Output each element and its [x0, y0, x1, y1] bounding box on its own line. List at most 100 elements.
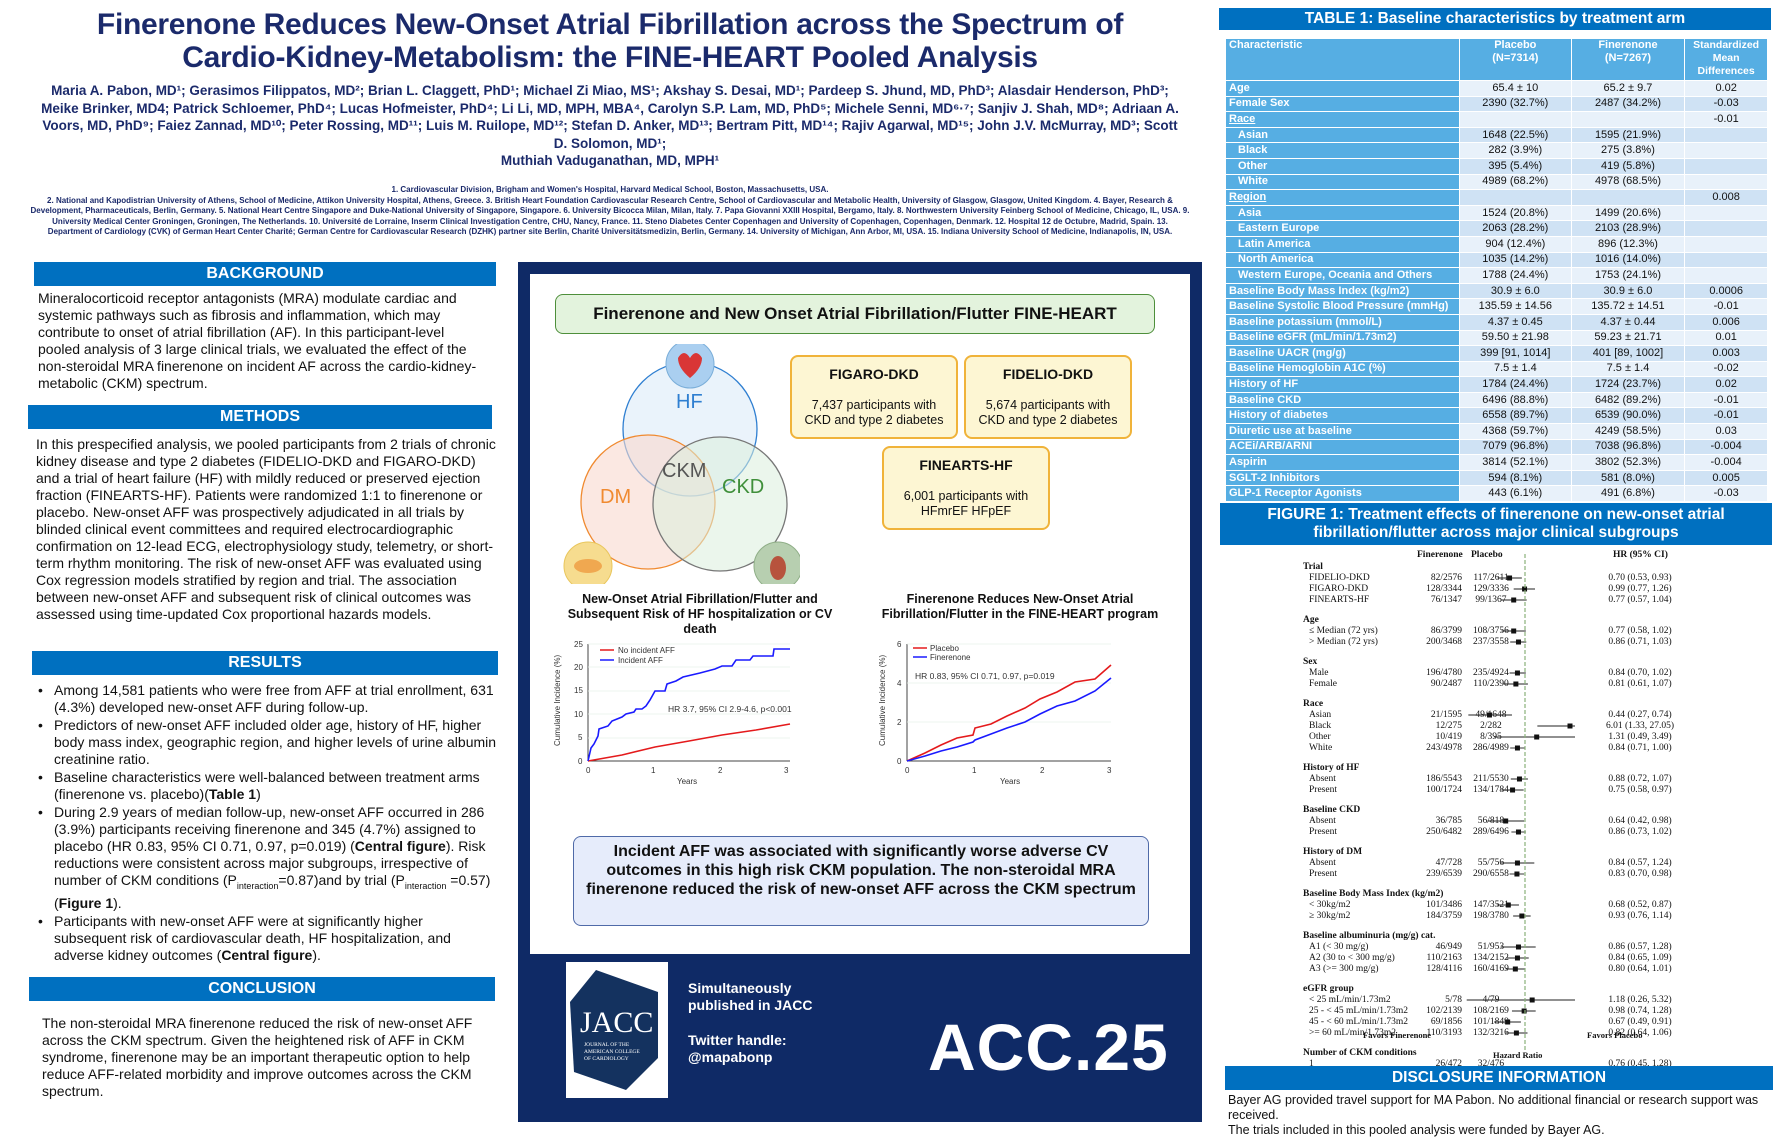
results-bullet-2: Predictors of new-onset AFF included old… — [32, 717, 498, 768]
forest-plot-markers: .512357 — [1466, 554, 1575, 1050]
finerenone-events: 186/5543 — [1426, 774, 1462, 784]
placebo-value — [1459, 111, 1572, 128]
forest-group-header: Number of CKM conditions — [1225, 1048, 1765, 1059]
hr-ci: 0.67 (0.49, 0.91) — [1608, 1017, 1672, 1027]
forest-row: FIGARO-DKD 128/3344 129/3336 0.99 (0.77, 1.… — [1225, 584, 1765, 595]
smd-value — [1684, 126, 1768, 144]
finerenone-value: 2103 (28.9%) — [1570, 220, 1686, 237]
hr-ci: 0.84 (0.71, 1.00) — [1608, 743, 1672, 753]
svg-text:JOURNAL OF THE: JOURNAL OF THE — [584, 1042, 630, 1048]
table-row: Race -0.01 — [1224, 111, 1768, 128]
hr-ci: 0.68 (0.52, 0.87) — [1608, 900, 1672, 910]
forest-x-axis-label: Hazard Ratio — [1493, 1050, 1543, 1060]
group-label: Baseline CKD — [1303, 805, 1361, 815]
results-bullet-5: Participants with new-onset AFF were at … — [32, 913, 498, 964]
finerenone-value: 4249 (58.5%) — [1570, 423, 1686, 440]
svg-text:Incident AFF: Incident AFF — [618, 656, 663, 665]
col-finerenone: Finerenone (N=7267) — [1570, 38, 1686, 81]
forest-row: ≤ Median (72 yrs) 86/3799 108/3756 0.77 (0.… — [1225, 626, 1765, 637]
forest-row: 45 - < 60 mL/min/1.73m2 69/1856 101/1849 0.… — [1225, 1017, 1765, 1028]
smd-value — [1684, 157, 1768, 175]
finerenone-events: 82/2576 — [1430, 573, 1462, 583]
table-row: Baseline Systolic Blood Pressure (mmHg) 1… — [1224, 298, 1768, 315]
row-label: Asian — [1224, 126, 1461, 144]
finerenone-value: 65.2 ± 9.7 — [1570, 80, 1686, 97]
finerenone-value: 30.9 ± 6.0 — [1570, 282, 1686, 300]
hr-ci: 0.93 (0.76, 1.14) — [1608, 911, 1672, 921]
forest-row: 1 26/472 32/476 0.76 (0.45, 1.28) — [1225, 1059, 1765, 1070]
central-summary-box: Incident AFF was associated with signifi… — [573, 836, 1149, 926]
placebo-events: 211/5530 — [1473, 774, 1509, 784]
x-axis-label: Years — [677, 777, 697, 786]
finerenone-value: 275 (3.8%) — [1570, 142, 1686, 159]
results-b5-ref: Central figure — [221, 946, 313, 963]
placebo-value: 1784 (24.4%) — [1459, 376, 1572, 393]
smd-value: -0.01 — [1684, 391, 1768, 409]
subgroup-label: FIDELIO-DKD — [1309, 573, 1370, 583]
subgroup-label: FINEARTS-HF — [1309, 595, 1370, 605]
hr-ci: 0.76 (0.45, 1.28) — [1608, 1059, 1672, 1069]
forest-row: A3 (>= 300 mg/g) 128/4116 160/4169 0.80 (0.… — [1225, 964, 1765, 975]
placebo-events: 108/2169 — [1473, 1006, 1509, 1016]
results-b4-ref2: Figure 1 — [58, 894, 114, 911]
row-label: Region — [1224, 189, 1461, 206]
group-label: Trial — [1303, 562, 1323, 572]
hr-ci: 0.83 (0.70, 0.98) — [1608, 869, 1672, 879]
table-row: Asian 1648 (22.5%) 1595 (21.9%) — [1224, 126, 1768, 144]
placebo-value: 904 (12.4%) — [1459, 235, 1572, 253]
results-b4-post: ). — [113, 894, 122, 911]
subgroup-label: < 25 mL/min/1.73m2 — [1309, 995, 1391, 1005]
methods-header: METHODS — [28, 405, 492, 429]
ckm-venn-diagram — [563, 344, 800, 584]
results-header: RESULTS — [32, 651, 498, 675]
venn-label-dm: DM — [600, 486, 632, 508]
placebo-events: 8/395 — [1480, 732, 1502, 742]
forest-group-header: Baseline CKD — [1225, 805, 1765, 816]
svg-text:25: 25 — [574, 640, 583, 649]
subgroup-label: ≥ 30kg/m2 — [1309, 911, 1351, 921]
conclusion-header: CONCLUSION — [29, 977, 495, 1001]
forest-group-header: Baseline Body Mass Index (kg/m2) — [1225, 889, 1765, 900]
hr-ci: 0.99 (0.77, 1.26) — [1608, 584, 1672, 594]
placebo-value: 1524 (20.8%) — [1459, 204, 1572, 222]
trial-name: FINEARTS-HF — [919, 457, 1013, 473]
subgroup-label: Absent — [1309, 774, 1336, 784]
hr-ci: 0.84 (0.65, 1.09) — [1608, 953, 1672, 963]
table-row: Other 395 (5.4%) 419 (5.8%) — [1224, 157, 1768, 175]
subgroup-label: White — [1309, 743, 1333, 753]
trial-desc: CKD and type 2 diabetes — [804, 413, 944, 427]
results-bullet-1: Among 14,581 patients who were free from… — [32, 682, 498, 716]
finerenone-value: 135.72 ± 14.51 — [1570, 298, 1686, 315]
favors-finerenone-label: Favors Finerenone — [1363, 1030, 1432, 1040]
row-label: Baseline eGFR (mL/min/1.73m2) — [1224, 329, 1461, 347]
author-list: Maria A. Pabon, MD¹; Gerasimos Filippato… — [40, 82, 1180, 170]
results-b4-mid: ). Risk reductions were consistent acros… — [54, 838, 486, 888]
forest-row: Female 90/2487 110/2390 0.81 (0.61, 1.07) — [1225, 679, 1765, 690]
forest-col-hr: HR (95% CI) — [1613, 550, 1668, 560]
placebo-value: 59.50 ± 21.98 — [1459, 329, 1572, 347]
hr-ci: 1.18 (0.26, 5.32) — [1608, 995, 1672, 1005]
forest-row: 25 - < 45 mL/min/1.73m2 102/2139 108/2169 0… — [1225, 1006, 1765, 1017]
finerenone-value — [1570, 111, 1686, 128]
twitter-handle[interactable]: @mapabonp — [688, 1049, 773, 1065]
smd-value: -0.004 — [1684, 454, 1768, 471]
placebo-value: 3814 (52.1%) — [1459, 454, 1572, 471]
smd-value: 0.02 — [1684, 376, 1768, 393]
venn-label-ckm: CKM — [662, 460, 707, 482]
hr-ci: 0.75 (0.58, 0.97) — [1608, 785, 1672, 795]
group-label: History of DM — [1303, 847, 1363, 857]
col-characteristic: Characteristic — [1224, 38, 1461, 81]
placebo-events: 51/953 — [1477, 942, 1505, 952]
results-b4-mid3: =0.57)( — [54, 872, 491, 911]
placebo-value: 2063 (28.2%) — [1459, 220, 1572, 237]
subgroup-label: >= 60 mL/min/1.73m2 — [1309, 1028, 1396, 1038]
finerenone-value: 1753 (24.1%) — [1570, 267, 1686, 284]
title-line-2: Cardio-Kidney-Metabolism: the FINE-HEART… — [182, 41, 1038, 74]
finerenone-value: 1595 (21.9%) — [1570, 126, 1686, 144]
placebo-events: 129/3336 — [1473, 584, 1509, 594]
table-row: Baseline CKD 6496 (88.8%) 6482 (89.2%) -0.0… — [1224, 391, 1768, 409]
table-header-row: Characteristic Placebo (N=7314) Finerenon… — [1224, 38, 1768, 81]
smd-value: -0.03 — [1684, 95, 1768, 113]
table-row: Baseline Body Mass Index (kg/m2) 30.9 ± 6… — [1224, 282, 1768, 300]
smd-value: 0.005 — [1684, 469, 1768, 487]
